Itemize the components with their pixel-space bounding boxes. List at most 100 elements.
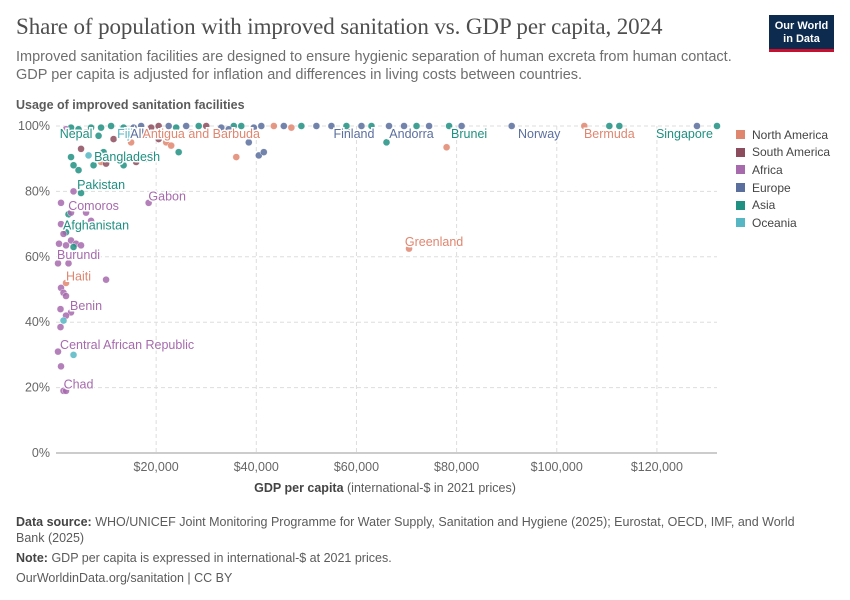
legend-swatch bbox=[736, 218, 745, 228]
chart-subtitle: Improved sanitation facilities are desig… bbox=[16, 49, 732, 83]
data-point bbox=[99, 148, 108, 156]
data-point bbox=[57, 220, 65, 228]
data-point bbox=[74, 166, 83, 174]
data-point bbox=[260, 148, 268, 156]
data-source-text: WHO/UNICEF Joint Monitoring Programme fo… bbox=[16, 515, 795, 545]
data-point bbox=[62, 292, 70, 300]
data-source: Data source: WHO/UNICEF Joint Monitoring… bbox=[16, 514, 816, 546]
data-point bbox=[172, 123, 180, 132]
point-label: Afghanistan bbox=[63, 219, 129, 233]
x-axis-title: GDP per capita (international-$ in 2021 … bbox=[0, 481, 770, 495]
data-point bbox=[442, 143, 451, 151]
data-point bbox=[62, 387, 70, 395]
owid-logo[interactable]: Our World in Data bbox=[769, 15, 834, 52]
point-label: Fiji bbox=[117, 127, 133, 141]
data-point bbox=[312, 122, 321, 130]
data-point bbox=[112, 154, 120, 163]
data-point bbox=[57, 362, 65, 371]
legend-item-asia[interactable]: Asia bbox=[736, 196, 830, 214]
data-point bbox=[445, 122, 453, 130]
data-point bbox=[74, 125, 83, 133]
legend-label: Europe bbox=[752, 180, 791, 195]
point-label: Albania bbox=[130, 127, 172, 141]
data-point bbox=[225, 125, 233, 133]
data-point bbox=[57, 199, 65, 207]
point-label: Antigua and Barbuda bbox=[142, 127, 260, 141]
data-source-label: Data source: bbox=[16, 515, 92, 529]
data-point bbox=[357, 122, 366, 130]
y-tick-label: 0% bbox=[32, 446, 50, 460]
legend-swatch bbox=[736, 200, 745, 210]
data-point bbox=[62, 241, 70, 250]
data-point bbox=[137, 122, 145, 130]
x-axis-title-bold: GDP per capita bbox=[254, 481, 344, 495]
data-point bbox=[182, 122, 190, 130]
data-point bbox=[693, 122, 701, 130]
data-point bbox=[109, 135, 118, 143]
data-point bbox=[154, 135, 163, 143]
y-axis-title: Usage of improved sanitation facilities bbox=[16, 98, 245, 112]
data-point bbox=[187, 128, 195, 137]
chart-title: Share of population with improved sanita… bbox=[16, 14, 663, 39]
source-link[interactable]: OurWorldinData.org/sanitation | CC BY bbox=[16, 570, 816, 586]
data-point bbox=[142, 154, 150, 163]
chart-note: Note: GDP per capita is expressed in int… bbox=[16, 550, 816, 566]
legend-item-oceania[interactable]: Oceania bbox=[736, 214, 830, 232]
x-tick-label: $40,000 bbox=[234, 460, 279, 474]
data-point bbox=[94, 132, 103, 140]
data-point bbox=[84, 151, 93, 160]
data-point bbox=[102, 159, 110, 168]
data-point bbox=[202, 122, 210, 130]
data-point bbox=[107, 122, 115, 130]
data-point bbox=[154, 122, 163, 130]
data-point bbox=[297, 122, 306, 130]
data-point bbox=[127, 138, 135, 147]
data-point bbox=[327, 122, 336, 130]
legend-item-north-america[interactable]: North America bbox=[736, 126, 830, 144]
x-tick-label: $80,000 bbox=[434, 460, 479, 474]
point-label: Gabon bbox=[148, 189, 186, 203]
data-point bbox=[507, 122, 516, 130]
data-point bbox=[412, 122, 421, 130]
source-link-text[interactable]: OurWorldinData.org/sanitation | CC BY bbox=[16, 571, 233, 585]
legend-item-south-america[interactable]: South America bbox=[736, 144, 830, 162]
point-label: Bermuda bbox=[584, 127, 635, 141]
data-point bbox=[342, 122, 351, 130]
logo-line-2: in Data bbox=[783, 33, 820, 45]
legend-item-europe[interactable]: Europe bbox=[736, 179, 830, 197]
point-label: Burundi bbox=[57, 248, 100, 262]
legend-label: Asia bbox=[752, 198, 776, 213]
data-point bbox=[232, 153, 240, 161]
y-tick-label: 40% bbox=[25, 315, 50, 329]
data-point bbox=[89, 161, 98, 169]
data-point bbox=[67, 208, 75, 217]
data-point bbox=[367, 122, 376, 130]
legend-swatch bbox=[736, 165, 745, 175]
legend-item-africa[interactable]: Africa bbox=[736, 161, 830, 179]
x-axis-title-unit: (international-$ in 2021 prices) bbox=[347, 481, 516, 495]
data-point bbox=[287, 123, 296, 132]
data-point bbox=[62, 279, 70, 287]
data-point bbox=[67, 153, 75, 161]
note-text: GDP per capita is expressed in internati… bbox=[51, 551, 392, 565]
point-label: Comoros bbox=[68, 199, 119, 213]
legend: North America South America Africa Europ… bbox=[736, 126, 830, 232]
data-point bbox=[457, 122, 466, 130]
y-tick-label: 80% bbox=[25, 184, 50, 198]
point-label: Greenland bbox=[405, 235, 463, 249]
data-point bbox=[257, 122, 266, 130]
legend-label: Oceania bbox=[752, 215, 797, 230]
point-label: Bangladesh bbox=[94, 150, 160, 164]
y-tick-label: 100% bbox=[18, 119, 50, 133]
data-point bbox=[345, 128, 353, 137]
data-point bbox=[405, 244, 413, 253]
data-point bbox=[54, 259, 62, 268]
data-point bbox=[87, 123, 95, 132]
x-tick-label: $120,000 bbox=[631, 460, 683, 474]
data-point bbox=[59, 316, 68, 325]
legend-label: Africa bbox=[752, 162, 783, 177]
point-label: Brunei bbox=[451, 127, 487, 141]
legend-label: South America bbox=[752, 145, 831, 160]
data-point bbox=[174, 148, 183, 156]
x-tick-label: $60,000 bbox=[334, 460, 379, 474]
